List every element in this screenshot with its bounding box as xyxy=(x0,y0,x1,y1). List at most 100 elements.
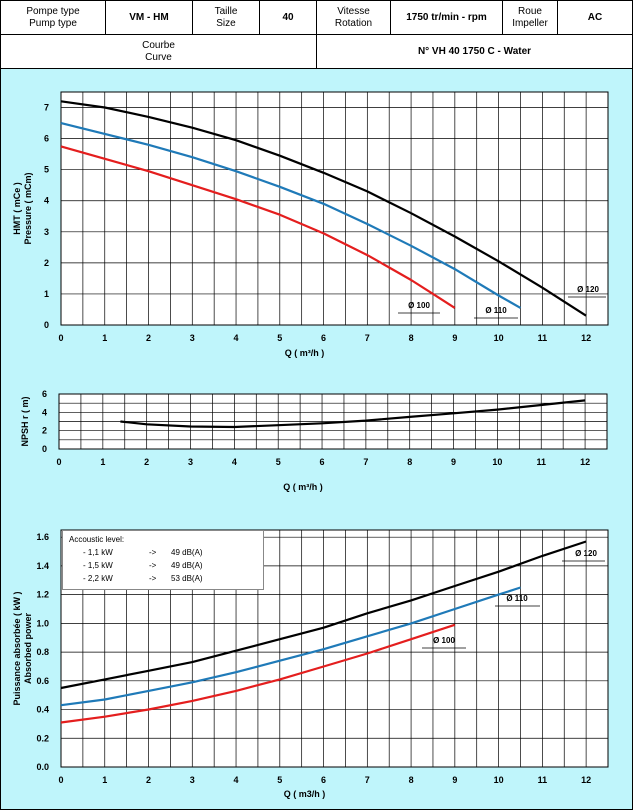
x-tick-label: 12 xyxy=(580,457,590,467)
y-tick-label: 1.4 xyxy=(36,561,49,571)
series-label: Ø 100 xyxy=(433,636,455,645)
size-label-en: Size xyxy=(216,17,236,29)
x-axis-label: Q ( m³/h ) xyxy=(283,482,323,492)
y-axis-label: Pressure ( mCm) xyxy=(23,172,33,244)
x-tick-label: 8 xyxy=(407,457,412,467)
series-line xyxy=(60,586,521,707)
x-tick-label: 3 xyxy=(188,457,193,467)
x-tick-label: 11 xyxy=(538,775,548,785)
x-tick-label: 6 xyxy=(321,775,326,785)
y-tick-label: 0 xyxy=(44,320,49,330)
x-tick-label: 10 xyxy=(494,333,504,343)
y-tick-label: 2 xyxy=(44,258,49,268)
x-tick-label: 12 xyxy=(581,775,591,785)
y-tick-label: 0.2 xyxy=(36,733,49,743)
curve-value-cell: N° VH 40 1750 C - Water xyxy=(316,34,633,69)
speed-label-fr: Vitesse xyxy=(337,5,370,17)
x-tick-label: 10 xyxy=(494,775,504,785)
x-tick-label: 1 xyxy=(100,457,105,467)
y-tick-label: 6 xyxy=(42,389,47,399)
chart-2: 0 1 2 3 4 5 6 7 8 9 10 11 120.00.20.40.60.81.01.21.4… xyxy=(12,529,609,799)
curve-label-cell: Courbe Curve xyxy=(0,34,317,69)
series-label: Ø 110 xyxy=(485,306,507,315)
acoustic-arrow: -> xyxy=(149,574,157,583)
x-tick-label: 6 xyxy=(320,457,325,467)
x-tick-label: 0 xyxy=(56,457,61,467)
y-tick-label: 0.0 xyxy=(36,762,49,772)
curve-label-fr: Courbe xyxy=(142,39,175,51)
curve-value: N° VH 40 1750 C - Water xyxy=(417,45,532,57)
series-line xyxy=(60,540,587,690)
pump-info-header: Pompe type Pump type VM - HM Taille Size… xyxy=(0,0,633,70)
y-tick-label: 4 xyxy=(44,196,49,206)
speed-label-en: Rotation xyxy=(334,17,373,29)
speed-value: 1750 tr/min - rpm xyxy=(406,11,487,23)
x-tick-label: 2 xyxy=(144,457,149,467)
x-tick-label: 2 xyxy=(146,333,151,343)
acoustic-power: - 1,1 kW xyxy=(83,548,113,557)
x-tick-label: 0 xyxy=(58,333,63,343)
acoustic-level: 49 dB(A) xyxy=(171,548,203,557)
x-tick-label: 3 xyxy=(190,775,195,785)
series-line xyxy=(60,122,522,309)
series-label: Ø 120 xyxy=(577,285,599,294)
x-tick-label: 2 xyxy=(146,775,151,785)
y-tick-label: 1.0 xyxy=(36,618,49,628)
y-tick-label: 1 xyxy=(44,289,49,299)
y-tick-label: 7 xyxy=(44,103,49,113)
pump-type-value: VM - HM xyxy=(129,11,169,23)
y-tick-label: 0.8 xyxy=(36,647,49,657)
y-axis-label: HMT ( mCe ) xyxy=(12,182,22,235)
y-tick-label: 1.2 xyxy=(36,590,49,600)
x-tick-label: 9 xyxy=(452,333,457,343)
acoustic-arrow: -> xyxy=(149,561,157,570)
acoustic-level: 53 dB(A) xyxy=(171,574,203,583)
acoustic-row: - 2,2 kW -> 53 dB(A) xyxy=(83,574,258,585)
y-tick-label: 2 xyxy=(42,426,47,436)
series-line xyxy=(60,145,456,309)
y-axis-label: Puissance absorbée ( kW ) xyxy=(12,591,22,705)
pump-type-label-fr: Pompe type xyxy=(26,5,80,17)
x-tick-label: 5 xyxy=(276,457,281,467)
pump-type-label-cell: Pompe type Pump type xyxy=(0,0,106,35)
y-tick-label: 5 xyxy=(44,165,49,175)
y-tick-label: 0 xyxy=(42,444,47,454)
x-tick-label: 1 xyxy=(102,333,107,343)
y-tick-label: 4 xyxy=(42,407,47,417)
x-axis-label: Q ( m3/h ) xyxy=(284,789,326,799)
acoustic-arrow: -> xyxy=(149,548,157,557)
acoustic-power: - 1,5 kW xyxy=(83,561,113,570)
impeller-label-en: Impeller xyxy=(512,17,548,29)
acoustic-power: - 2,2 kW xyxy=(83,574,113,583)
impeller-label-fr: Roue xyxy=(518,5,542,17)
y-tick-label: 6 xyxy=(44,134,49,144)
acoustic-row: - 1,5 kW -> 49 dB(A) xyxy=(83,561,258,572)
pump-type-label-en: Pump type xyxy=(29,17,77,29)
acoustic-level: 49 dB(A) xyxy=(171,561,203,570)
impeller-value: AC xyxy=(587,11,603,23)
x-tick-label: 6 xyxy=(321,333,326,343)
x-tick-label: 8 xyxy=(409,775,414,785)
series-line xyxy=(60,623,456,724)
y-tick-label: 1.6 xyxy=(36,532,49,542)
x-tick-label: 11 xyxy=(538,333,548,343)
acoustic-title: Accoustic level: xyxy=(69,535,125,544)
x-tick-label: 11 xyxy=(536,457,546,467)
series-label: Ø 100 xyxy=(408,301,430,310)
x-tick-label: 9 xyxy=(451,457,456,467)
impeller-label-cell: Roue Impeller xyxy=(502,0,558,35)
x-tick-label: 0 xyxy=(58,775,63,785)
x-axis-label: Q ( m³/h ) xyxy=(285,348,325,358)
acoustic-row: - 1,1 kW -> 49 dB(A) xyxy=(83,548,258,559)
x-tick-label: 7 xyxy=(363,457,368,467)
y-tick-label: 0.6 xyxy=(36,676,49,686)
series-line xyxy=(120,399,586,429)
y-axis-label: NPSH r ( m) xyxy=(20,396,30,446)
x-tick-label: 4 xyxy=(234,775,239,785)
speed-value-cell: 1750 tr/min - rpm xyxy=(390,0,503,35)
x-tick-label: 9 xyxy=(452,775,457,785)
x-tick-label: 8 xyxy=(409,333,414,343)
